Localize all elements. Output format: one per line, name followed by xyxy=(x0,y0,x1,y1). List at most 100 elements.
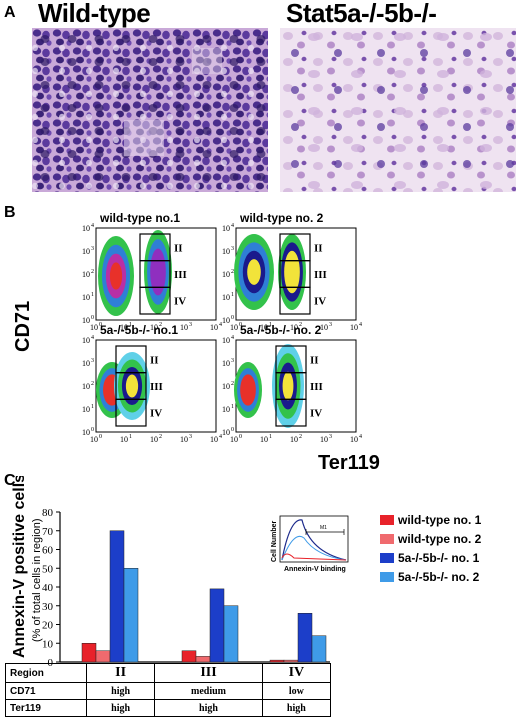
histogram-ko-2 xyxy=(281,535,347,561)
y-tick-label: 10 xyxy=(82,270,90,279)
y-tick-label: 10 xyxy=(42,638,54,650)
x-tick-label: 10 xyxy=(350,435,358,444)
gate-label: II xyxy=(310,354,319,366)
y-tick-label: 10 xyxy=(222,336,230,345)
x-tick-exponent: 1 xyxy=(129,434,132,440)
y-tick-exponent: 4 xyxy=(91,223,94,229)
y-tick-exponent: 3 xyxy=(91,358,94,364)
gate-label: III xyxy=(174,269,187,281)
bar xyxy=(109,530,125,663)
legend-label: wild-type no. 2 xyxy=(398,531,482,546)
x-tick-label: 10 xyxy=(290,435,298,444)
gate-label: IV xyxy=(314,296,326,308)
bar xyxy=(123,568,139,663)
x-tick-label: 10 xyxy=(180,435,188,444)
legend-item: wild-type no. 1 xyxy=(380,510,481,529)
y-tick-exponent: 2 xyxy=(231,381,234,387)
legend-item: wild-type no. 2 xyxy=(380,529,481,548)
panel-a-label: A xyxy=(4,4,16,21)
y-tick-label: 10 xyxy=(82,224,90,233)
y-tick-label: 10 xyxy=(82,247,90,256)
y-tick-exponent: 0 xyxy=(91,427,94,433)
inset-y-label: Cell Number xyxy=(271,520,278,562)
region-cell: III xyxy=(154,663,263,683)
table-row: Ter119 high high high xyxy=(5,699,332,717)
x-tick-label: 10 xyxy=(210,323,218,332)
x-tick-exponent: 3 xyxy=(329,322,332,328)
y-tick-exponent: 4 xyxy=(91,335,94,341)
y-tick-exponent: 1 xyxy=(231,404,234,410)
bar xyxy=(283,659,299,663)
legend: wild-type no. 1 wild-type no. 2 5a-/-5b-/-… xyxy=(380,510,481,586)
y-tick-exponent: 0 xyxy=(231,427,234,433)
gate-label: IV xyxy=(174,296,186,308)
y-tick-exponent: 2 xyxy=(91,381,94,387)
inset-frame xyxy=(279,515,349,563)
x-tick-label: 10 xyxy=(150,435,158,444)
x-tick-exponent: 0 xyxy=(99,322,102,328)
x-tick-exponent: 4 xyxy=(219,322,222,328)
x-tick-exponent: 3 xyxy=(189,322,192,328)
bar-y-axis-label: Annexin-V positive cells xyxy=(11,476,28,658)
legend-swatch xyxy=(380,533,394,544)
region-cell: IV xyxy=(261,663,332,683)
micrograph-right-title: Stat5a-/-5b-/- xyxy=(286,0,437,28)
legend-swatch xyxy=(380,571,394,582)
y-tick-exponent: 1 xyxy=(231,292,234,298)
x-tick-label: 10 xyxy=(290,323,298,332)
y-tick-label: 10 xyxy=(222,405,230,414)
y-tick-label: 10 xyxy=(222,428,230,437)
legend-label: 5a-/-5b-/- no. 1 xyxy=(398,550,480,565)
annexin-bar-chart: Annexin-V positive cells (% of total cell… xyxy=(11,476,349,669)
x-tick-label: 10 xyxy=(150,323,158,332)
x-tick-exponent: 3 xyxy=(189,434,192,440)
x-tick-label: 10 xyxy=(210,435,218,444)
x-tick-exponent: 3 xyxy=(329,434,332,440)
bar xyxy=(311,635,327,663)
bar xyxy=(297,613,313,663)
y-tick-label: 10 xyxy=(222,224,230,233)
y-tick-label: 10 xyxy=(222,382,230,391)
gate-label: II xyxy=(174,242,183,254)
y-tick-label: 50 xyxy=(42,563,54,575)
y-tick-label: 10 xyxy=(82,382,90,391)
x-tick-label: 10 xyxy=(320,435,328,444)
x-tick-exponent: 1 xyxy=(129,322,132,328)
x-tick-exponent: 4 xyxy=(359,434,362,440)
x-tick-label: 10 xyxy=(320,323,328,332)
bar xyxy=(223,605,239,663)
bar xyxy=(81,643,97,663)
wild-type-micrograph xyxy=(32,28,268,192)
cd71-cell: medium xyxy=(154,682,263,700)
x-tick-exponent: 2 xyxy=(299,434,302,440)
facs-plot-title: wild-type no. 2 xyxy=(239,211,324,225)
gate-label: III xyxy=(150,381,163,393)
x-tick-label: 10 xyxy=(180,323,188,332)
gate-label: II xyxy=(150,354,159,366)
bar xyxy=(181,650,197,663)
y-tick-label: 80 xyxy=(42,507,54,519)
density-cloud xyxy=(284,250,300,294)
x-tick-label: 10 xyxy=(90,435,98,444)
x-tick-label: 10 xyxy=(230,323,238,332)
y-tick-label: 10 xyxy=(222,293,230,302)
stat5-null-micrograph xyxy=(280,28,516,192)
x-tick-exponent: 2 xyxy=(159,322,162,328)
y-tick-label: 10 xyxy=(82,359,90,368)
micrograph-left-title: Wild-type xyxy=(38,0,151,28)
x-tick-label: 10 xyxy=(120,323,128,332)
histogram-wt xyxy=(281,553,347,561)
cd71-cell: low xyxy=(261,682,332,700)
x-tick-exponent: 2 xyxy=(159,434,162,440)
legend-label: wild-type no. 1 xyxy=(398,512,482,527)
x-tick-label: 10 xyxy=(230,435,238,444)
y-tick-exponent: 1 xyxy=(91,404,94,410)
bar xyxy=(195,656,211,663)
y-tick-label: 10 xyxy=(222,247,230,256)
panel-b-label: B xyxy=(4,204,16,221)
y-tick-label: 10 xyxy=(82,293,90,302)
